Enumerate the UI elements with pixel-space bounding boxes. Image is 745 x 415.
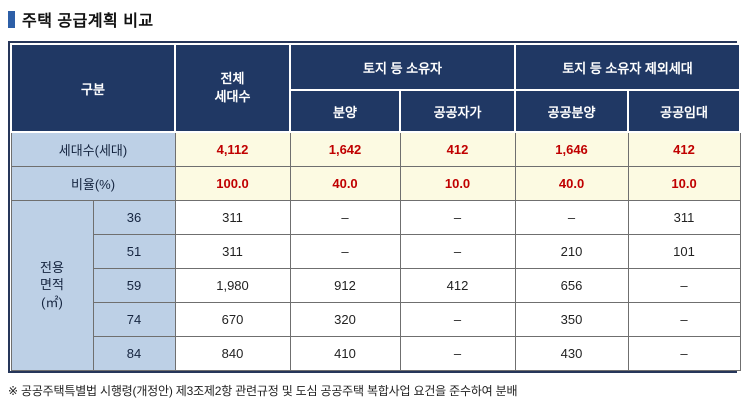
row-households: 세대수(세대) 4,112 1,642 412 1,646 412 [10,131,741,167]
value-cell: – [399,233,516,269]
value-cell: 311 [174,233,291,269]
title-bullet-icon [8,10,15,28]
supply-comparison-table-wrap: 구분 전체 세대수 토지 등 소유자 토지 등 소유자 제외세대 분양 공공자가… [8,41,742,373]
value-cell: 350 [514,301,629,337]
page: 주택 공급계획 비교 구분 전체 세대수 토지 등 소유자 토지 등 소유자 제… [8,7,742,398]
value-cell: 100.0 [174,165,291,201]
row-area-74: 74 670 320 – 350 – [11,301,741,337]
value-cell: 912 [289,267,401,303]
value-cell: 840 [174,335,291,371]
row-area-36: 전용 면적 (㎡) 36 311 – – – 311 [10,199,741,371]
value-cell: 4,112 [174,131,291,167]
value-cell: 101 [627,233,741,269]
value-cell: 40.0 [514,165,629,201]
page-title: 주택 공급계획 비교 [22,13,154,30]
value-cell: 656 [514,267,629,303]
header-public-sale: 공공분양 [514,89,630,133]
area-size-cell: 59 [92,267,176,303]
header-public-owned: 공공자가 [399,89,517,133]
value-cell: 10.0 [399,165,516,201]
area-size-cell: 51 [92,233,176,269]
value-cell: – [627,267,741,303]
row-area-59: 59 1,980 912 412 656 – [11,267,741,303]
value-cell: 430 [514,335,629,371]
header-row-1: 구분 전체 세대수 토지 등 소유자 토지 등 소유자 제외세대 [9,43,742,133]
value-cell: – [627,301,741,337]
header-row-2: 분양 공공자가 공공분양 공공임대 [11,89,742,133]
value-cell: 320 [289,301,401,337]
value-cell: 412 [627,131,741,167]
header-group-excluded: 토지 등 소유자 제외세대 [514,43,742,91]
value-cell: – [627,335,741,371]
value-cell: – [289,233,401,269]
header-public-rental: 공공임대 [627,89,742,133]
row-label-ratio: 비율(%) [10,165,176,201]
supply-comparison-table: 구분 전체 세대수 토지 등 소유자 토지 등 소유자 제외세대 분양 공공자가… [9,43,742,371]
value-cell: 311 [627,199,741,235]
row-area-84: 84 840 410 – 430 – [11,335,741,371]
value-cell: 412 [399,131,516,167]
area-size-cell: 84 [92,335,176,371]
value-cell: 40.0 [289,165,401,201]
header-gubun: 구분 [9,43,177,133]
value-cell: 1,980 [174,267,291,303]
value-cell: 670 [174,301,291,337]
row-area-51: 51 311 – – 210 101 [11,233,741,269]
value-cell: 1,642 [289,131,401,167]
value-cell: 311 [174,199,291,235]
value-cell: 10.0 [627,165,741,201]
header-group-owners: 토지 등 소유자 [289,43,517,91]
value-cell: – [399,301,516,337]
value-cell: – [399,335,516,371]
value-cell: – [399,199,516,235]
value-cell: 412 [399,267,516,303]
area-size-cell: 74 [92,301,176,337]
value-cell: 210 [514,233,629,269]
footnote: ※ 공공주택특별법 시행령(개정안) 제3조제2항 관련규정 및 도심 공공주택… [8,383,518,398]
value-cell: 1,646 [514,131,629,167]
header-sale: 분양 [289,89,402,133]
area-size-cell: 36 [92,199,176,235]
value-cell: – [289,199,401,235]
row-label-households: 세대수(세대) [10,131,176,167]
header-total-households: 전체 세대수 [174,43,292,133]
page-title-row: 주택 공급계획 비교 [8,7,737,31]
row-ratio: 비율(%) 100.0 40.0 10.0 40.0 10.0 [10,165,741,201]
value-cell: – [514,199,629,235]
value-cell: 410 [289,335,401,371]
row-label-area: 전용 면적 (㎡) [10,199,94,371]
